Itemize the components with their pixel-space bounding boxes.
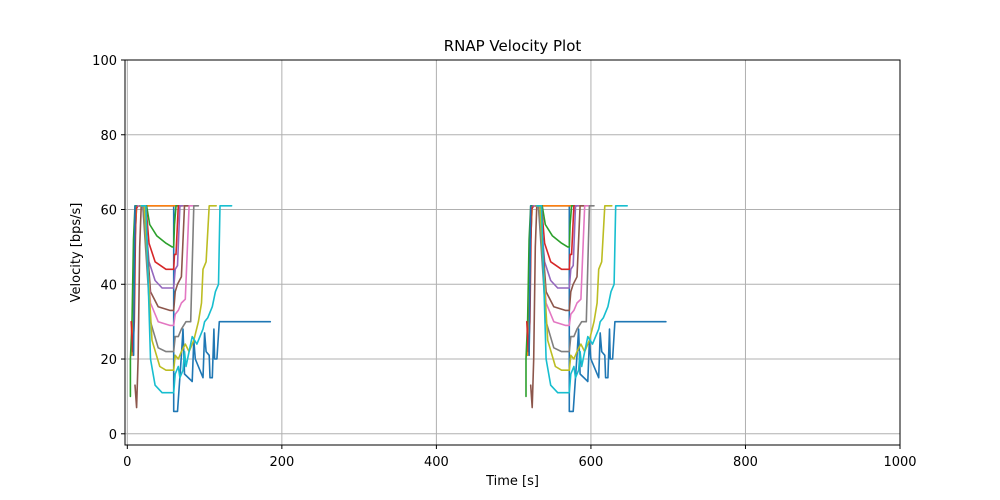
y-tick-label: 40 — [100, 278, 117, 293]
x-tick-label: 1000 — [883, 455, 916, 470]
x-tick-label: 0 — [123, 455, 131, 470]
y-axis-title: Velocity [bps/s] — [69, 203, 84, 303]
series-line-9-event-1 — [139, 205, 217, 371]
y-tick-label: 80 — [100, 129, 117, 144]
y-tick-label: 20 — [100, 353, 117, 368]
series-line-6-event-1 — [134, 205, 190, 409]
series-line-11-event-2 — [528, 205, 532, 357]
series-line-10-event-2 — [536, 205, 628, 394]
y-axis-ticks: 0 20 40 60 80 100 — [92, 54, 125, 443]
x-tick-label: 800 — [733, 455, 758, 470]
x-tick-label: 400 — [424, 455, 449, 470]
series-layer — [129, 205, 667, 413]
x-tick-label: 600 — [579, 455, 604, 470]
series-line-3-event-2 — [525, 205, 578, 398]
y-tick-label: 0 — [109, 428, 117, 443]
y-tick-label: 60 — [100, 204, 117, 219]
series-line-11-event-1 — [132, 205, 136, 357]
chart-title: RNAP Velocity Plot — [444, 37, 582, 55]
grid — [125, 59, 901, 445]
x-axis-title: Time [s] — [485, 474, 539, 489]
series-line-3-event-1 — [129, 205, 183, 398]
y-tick-label: 100 — [92, 54, 117, 69]
plot-frame — [124, 59, 901, 446]
x-axis-ticks: 0 200 400 600 800 1000 — [123, 445, 917, 470]
series-line-6-event-2 — [529, 205, 586, 409]
series-line-10-event-1 — [140, 205, 233, 394]
series-line-9-event-2 — [535, 205, 613, 371]
x-tick-label: 200 — [269, 455, 294, 470]
